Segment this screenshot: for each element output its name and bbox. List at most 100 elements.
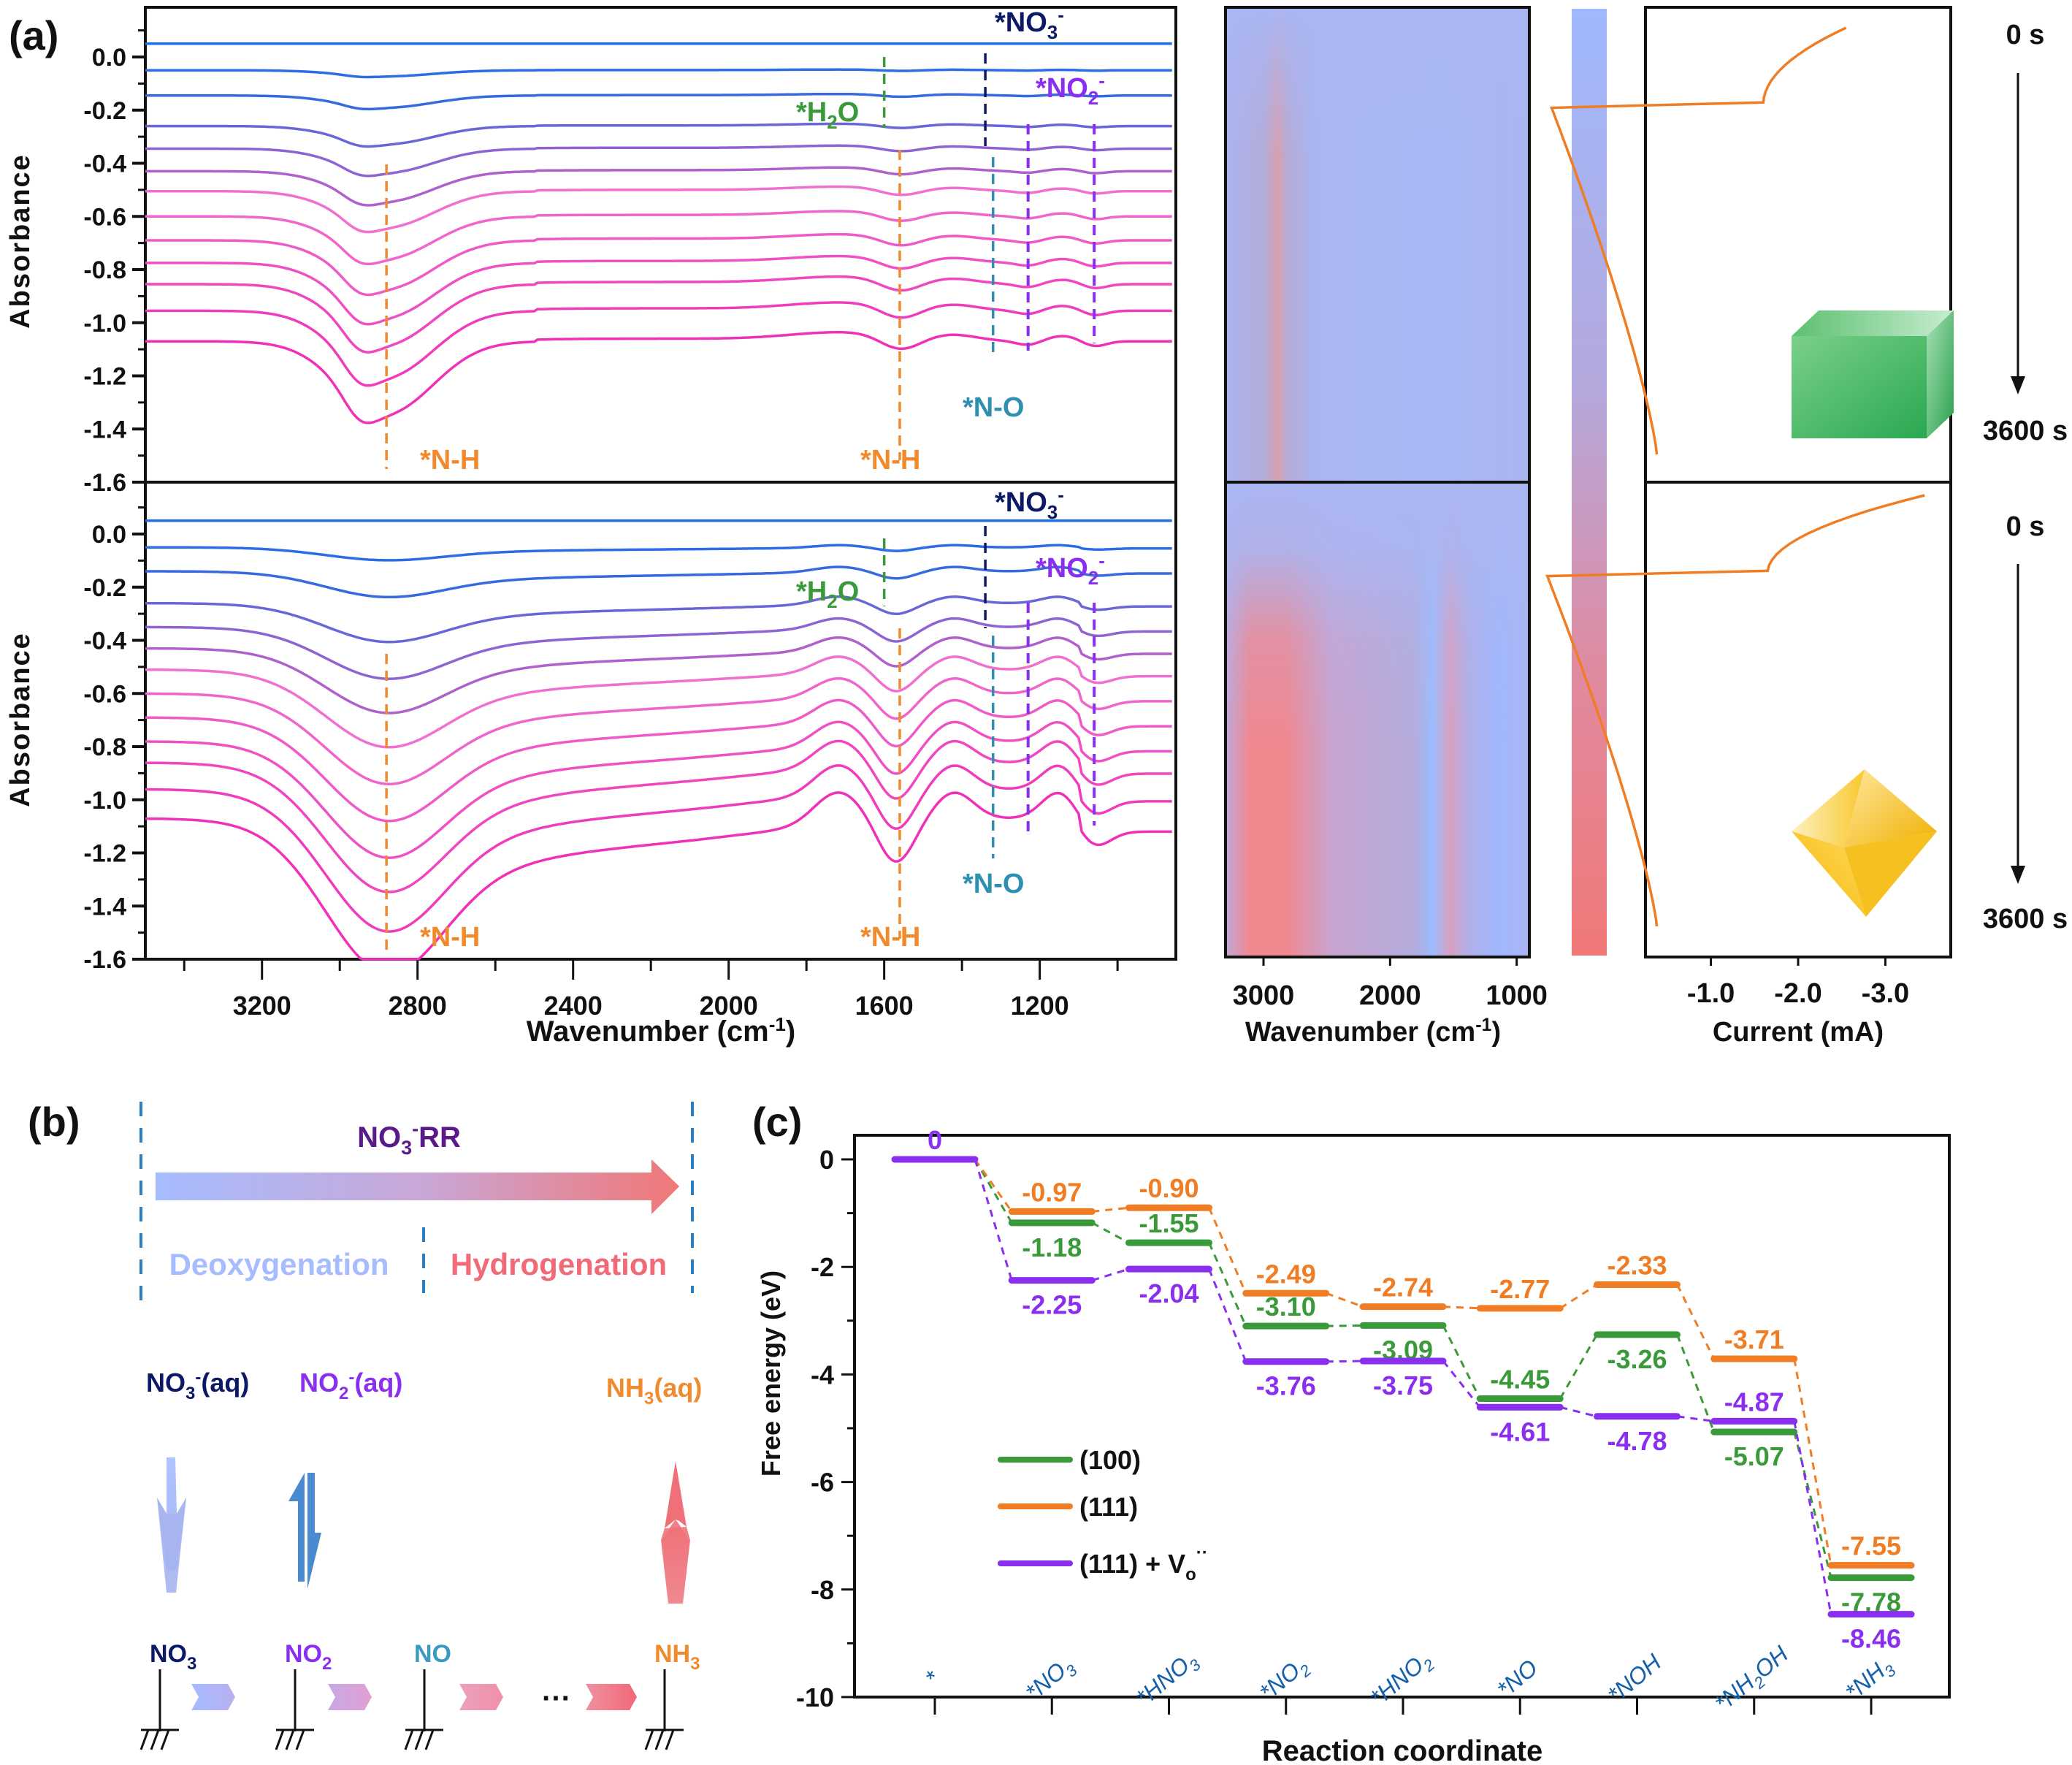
nh-label-1560: *N-H <box>860 445 920 476</box>
label-part: - <box>1058 484 1064 506</box>
spectrum-curve <box>145 232 1172 297</box>
energy-value-label: -3.76 <box>1256 1371 1316 1401</box>
hydrogenation-label: Hydrogenation <box>451 1247 667 1281</box>
energy-connector <box>1442 1305 1480 1310</box>
energy-connector <box>1559 1406 1597 1418</box>
label-part: *H <box>796 576 827 607</box>
current-x-tick-label: -3.0 <box>1862 978 1909 1009</box>
absorbance-label-bottom: Absorbance <box>5 632 36 807</box>
energy-value-label: -0.97 <box>1022 1177 1082 1207</box>
cube-icon <box>1792 310 1954 438</box>
y-tick-label: -0.2 <box>83 97 126 125</box>
spectrum-curve <box>145 68 1172 79</box>
label-part: 2 <box>339 1384 348 1403</box>
energy-value-label: -4.78 <box>1607 1426 1667 1456</box>
energy-connector <box>974 1159 1013 1224</box>
label-part: *N-H <box>860 445 920 476</box>
energy-connector <box>1326 1292 1364 1308</box>
legend-label: (111) <box>1079 1492 1138 1522</box>
adsorbed-species-label: NO3 <box>150 1640 196 1674</box>
surface-hatch <box>275 1729 285 1750</box>
surface-hatch <box>654 1729 665 1750</box>
category-label: *NH3 <box>1840 1652 1900 1709</box>
energy-value-label: -7.55 <box>1841 1531 1901 1561</box>
energy-value-label: -2.49 <box>1256 1259 1316 1289</box>
category-label: *HNO3 <box>1131 1646 1204 1715</box>
ellipsis: ··· <box>542 1682 571 1715</box>
surface-hatch <box>644 1729 654 1750</box>
y-tick-label: -4 <box>811 1360 834 1389</box>
spectrum-curve <box>145 166 1172 207</box>
adsorbed-species-label: NO <box>414 1640 451 1668</box>
heatmap-x-tick-label: 2000 <box>1359 980 1421 1011</box>
y-tick-label: -1.4 <box>83 893 126 920</box>
label-part: - <box>1098 549 1105 571</box>
energy-value-label: -3.26 <box>1607 1344 1667 1374</box>
current-axis-label: Current (mA) <box>1713 1017 1884 1048</box>
no-label: *N-O <box>963 869 1024 899</box>
current-plot: Current (mA) 0 s 3600 s 0 s 3600 s -1.0 -… <box>1545 6 2068 1048</box>
spectrum-curve <box>145 301 1172 387</box>
spectrum-curve <box>145 791 1172 961</box>
spectrum-curve <box>145 720 1172 859</box>
category-label: *HNO2 <box>1365 1646 1438 1715</box>
spectrum-curve <box>145 617 1172 680</box>
time-start-label-top: 0 s <box>2006 20 2045 50</box>
label-part: *NO <box>995 487 1047 518</box>
aqueous-species-label: NO3-(aq) <box>146 1368 249 1403</box>
label-part: 3 <box>690 1654 700 1674</box>
energy-connector <box>1676 1334 1716 1433</box>
label-part: *NO <box>1036 553 1088 584</box>
time-start-label-bottom: 0 s <box>2006 511 2045 542</box>
surface-hatch <box>404 1729 414 1750</box>
x-tick-label: 2800 <box>389 991 447 1021</box>
wavenumber-axis-label: Wavenumber (cm-1) <box>527 1013 795 1048</box>
energy-value-label: -2.25 <box>1022 1290 1082 1320</box>
energy-connector <box>1559 1334 1598 1400</box>
label-part: *HNO <box>1365 1652 1429 1711</box>
label-part: 2 <box>827 590 837 612</box>
spectrum-curve <box>145 565 1172 599</box>
aqueous-species: NO3-(aq) NO2-(aq) NH3(aq) <box>146 1368 702 1408</box>
step-arrow-1-icon <box>191 1684 235 1710</box>
y-tick-label: -0.4 <box>83 628 126 655</box>
current-curve-top <box>1549 26 1847 455</box>
energy-connector <box>1676 1284 1716 1360</box>
label-part: *N-O <box>963 392 1024 423</box>
legend-label: (100) <box>1079 1445 1141 1475</box>
x-tick-label: 1200 <box>1011 991 1069 1021</box>
free-energy-plot: 0 -2 -4 -6 -8 -10 * *NO3 *HNO3 *NO2 *HNO2 *NO *NOH *N… <box>796 1125 1951 1717</box>
energy-value-label: -3.71 <box>1724 1324 1784 1354</box>
no-label: *N-O <box>963 392 1024 423</box>
surface-hatch <box>665 1729 675 1750</box>
energy-connector <box>1559 1284 1598 1310</box>
label-part: NO <box>146 1368 186 1398</box>
h2o-label: *H2O <box>796 97 859 133</box>
y-tick-label: -0.8 <box>83 256 126 284</box>
spectra-plot-top: 0.0 -0.2 -0.4 -0.6 -0.8 -1.0 -1.2 -1.4 -1.6 *N-H *… <box>83 4 1177 497</box>
y-tick-label: -1.0 <box>83 787 126 815</box>
colorbar <box>1572 9 1607 956</box>
label-part: - <box>1098 69 1105 91</box>
energy-value-label: -4.87 <box>1724 1387 1784 1417</box>
energy-connector <box>1208 1268 1247 1362</box>
label-part: *HNO <box>1131 1652 1194 1711</box>
energy-connector <box>1208 1242 1247 1327</box>
label-part: (aq) <box>201 1368 249 1398</box>
y-tick-label: -1.2 <box>83 363 126 391</box>
octahedron-icon <box>1792 769 1937 917</box>
energy-connector <box>1208 1207 1247 1294</box>
label-part: *NO <box>1492 1654 1542 1702</box>
label-part: ·· <box>1196 1543 1208 1563</box>
label-part: *NO <box>995 7 1047 38</box>
energy-value-label: -2.33 <box>1607 1250 1667 1280</box>
label-part: - <box>195 1368 201 1387</box>
nitrite-equilibrium-arrow-icon <box>288 1473 321 1589</box>
step-arrow-3-icon <box>459 1684 503 1710</box>
current-curve-bottom <box>1545 494 1925 927</box>
surface-hatch <box>285 1729 295 1750</box>
surface-hatch <box>150 1729 160 1750</box>
heatmap-x-tick-label: 1000 <box>1486 980 1548 1011</box>
panel-label-b: (b) <box>28 1099 80 1145</box>
current-x-tick-label: -2.0 <box>1774 978 1821 1009</box>
